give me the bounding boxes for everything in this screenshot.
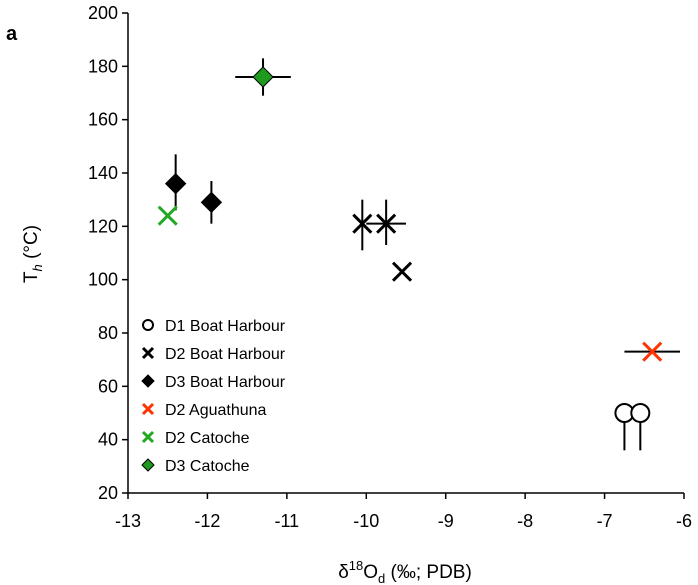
x-title-symbol: δ: [338, 562, 349, 583]
x-tick-label: -10: [353, 511, 379, 531]
x-title-element: O: [363, 562, 378, 583]
legend-marker: [141, 374, 155, 388]
legend-marker: [142, 319, 154, 331]
data-point: [376, 213, 397, 234]
series-3: [624, 341, 681, 362]
legend-label: D2 Aguathuna: [165, 402, 267, 419]
y-title-symbol: T: [21, 271, 42, 283]
legend: D1 Boat Harbour D2 Boat Harbour D3 Boat Ha…: [141, 318, 286, 475]
y-tick-label: 80: [98, 323, 118, 343]
series-1: [352, 199, 413, 282]
axes: [122, 12, 685, 499]
legend-label: D2 Boat Harbour: [165, 346, 286, 363]
data-point: [164, 172, 187, 195]
y-tick-label: 40: [98, 430, 118, 450]
y-tick-label: 200: [88, 3, 118, 23]
x-marker-stroke: [352, 213, 373, 234]
y-title-subscript: h: [30, 264, 45, 271]
plot-area: [157, 58, 681, 451]
x-tick-label: -6: [676, 511, 692, 531]
y-tick-label: 140: [88, 163, 118, 183]
data-point: [352, 213, 373, 234]
x-tick-label: -11: [275, 511, 300, 531]
y-tick-label: 120: [88, 216, 118, 236]
x-title-superscript: 18: [349, 558, 363, 573]
x-marker-stroke: [391, 261, 413, 282]
x-marker-stroke: [157, 205, 178, 226]
series-5: [235, 58, 291, 96]
y-tick-label: 160: [88, 110, 118, 130]
x-tick-label: -12: [194, 511, 220, 531]
data-point: [200, 191, 223, 214]
legend-label: D1 Boat Harbour: [165, 318, 286, 335]
y-title-units: (°C): [21, 225, 42, 264]
y-tick-label: 100: [88, 270, 118, 290]
series-0: [614, 403, 651, 451]
data-point: [157, 205, 178, 226]
data-point: [642, 341, 663, 362]
data-point: [630, 403, 651, 423]
y-tick-label: 180: [88, 56, 118, 76]
legend-marker: [141, 430, 155, 444]
x-marker-stroke: [141, 402, 155, 416]
legend-marker: [141, 402, 155, 416]
legend-marker: [141, 346, 155, 360]
x-marker-stroke: [376, 213, 397, 234]
panel-label: a: [6, 23, 18, 45]
series-2: [164, 154, 223, 224]
data-point: [391, 261, 413, 282]
y-tick-label: 20: [98, 483, 118, 503]
x-tick-label: -7: [597, 511, 613, 531]
x-axis-title: δ18Od (‰; PDB): [338, 558, 472, 585]
x-tick-label: -8: [517, 511, 533, 531]
x-tick-label: -9: [438, 511, 454, 531]
x-marker-stroke: [141, 430, 155, 444]
series-4: [157, 205, 178, 226]
x-title-units: (‰; PDB): [385, 562, 472, 583]
x-marker-stroke: [642, 341, 663, 362]
legend-marker: [141, 458, 155, 472]
legend-label: D3 Catoche: [165, 458, 250, 475]
legend-label: D3 Boat Harbour: [165, 374, 286, 391]
data-point: [252, 66, 274, 88]
legend-label: D2 Catoche: [165, 430, 250, 447]
y-axis-title: Th (°C): [21, 225, 45, 283]
x-tick-label: -13: [115, 511, 141, 531]
tick-labels: 20 40 60 80 100 120 140 160 180 200 -13 -12 -11 -10 -9…: [88, 3, 692, 531]
x-title-subscript: d: [378, 571, 385, 585]
y-tick-label: 60: [98, 376, 118, 396]
x-marker-stroke: [141, 346, 155, 360]
